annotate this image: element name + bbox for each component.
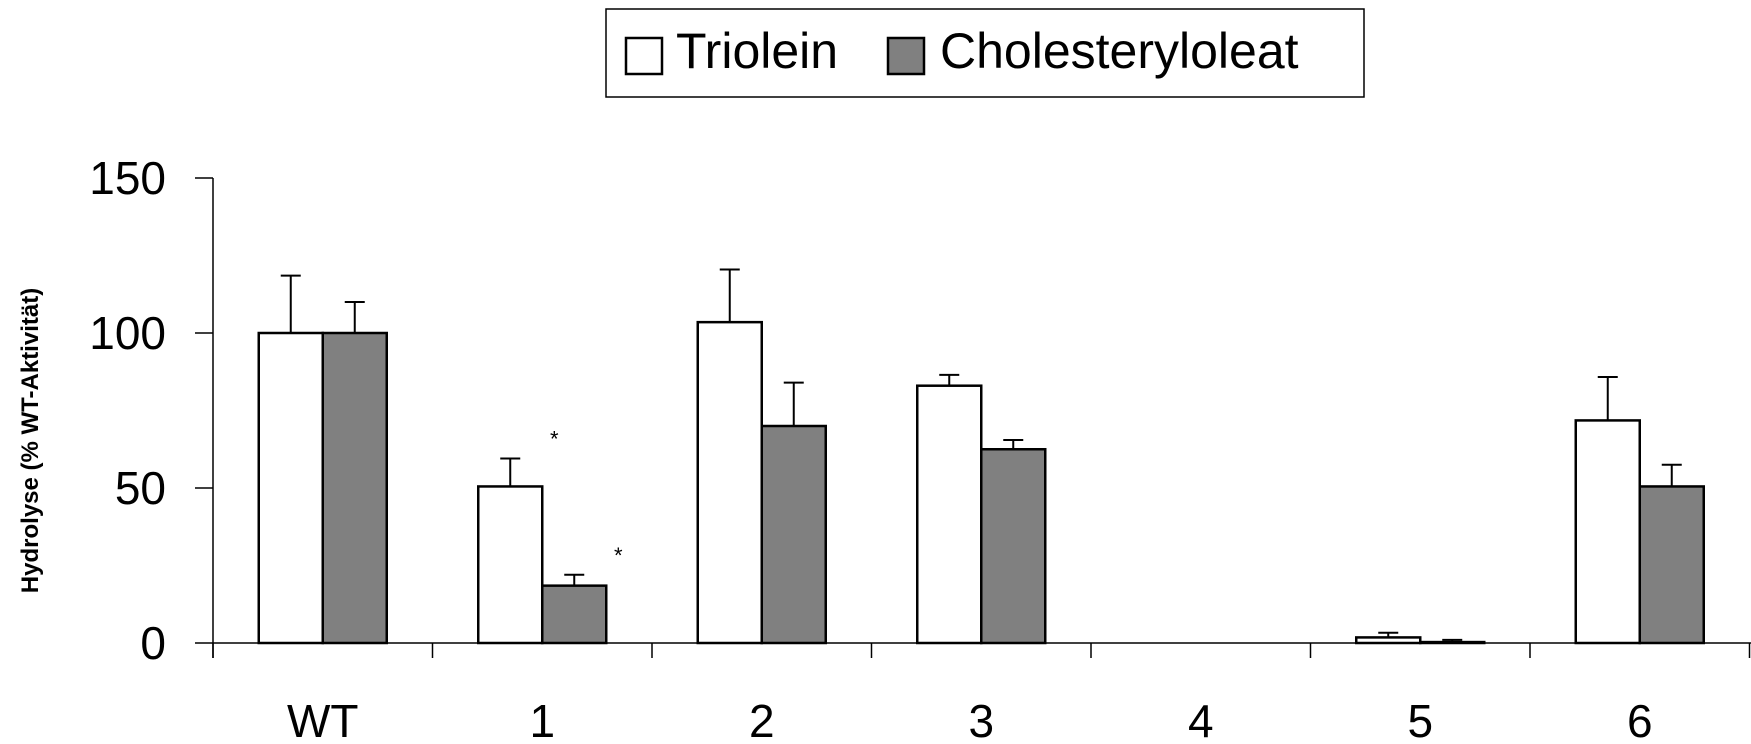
bar-cholesteryloleat-6 xyxy=(1638,485,1705,645)
bar-triolein-6 xyxy=(1574,419,1641,645)
bar-cholesteryloleat-1 xyxy=(541,584,608,645)
y-tick-label: 0 xyxy=(140,617,166,669)
x-tick-label: 1 xyxy=(529,695,555,744)
legend-label-cholesteryloleat: Cholesteryloleat xyxy=(940,23,1299,79)
bar-cholesteryloleat-3 xyxy=(980,448,1047,645)
legend-label-triolein: Triolein xyxy=(676,23,838,79)
x-tick-label: 4 xyxy=(1188,695,1214,744)
bar-triolein-5 xyxy=(1355,636,1422,645)
y-tick-label: 50 xyxy=(115,462,166,514)
x-tick-label: 2 xyxy=(749,695,775,744)
x-tick-label: WT xyxy=(287,695,359,744)
significance-asterisk: * xyxy=(614,543,623,568)
legend-box xyxy=(605,8,1365,98)
legend: Triolein Cholesteryloleat xyxy=(605,8,1365,98)
x-tick-label: 5 xyxy=(1407,695,1433,744)
bar-triolein-1 xyxy=(477,485,544,645)
bar-cholesteryloleat-wt xyxy=(321,331,388,645)
bar-triolein-3 xyxy=(916,384,983,645)
bars: ** xyxy=(257,268,1705,645)
legend-swatch-triolein xyxy=(624,36,664,76)
bar-triolein-2 xyxy=(696,320,763,645)
x-tick-label: 6 xyxy=(1627,695,1653,744)
bar-cholesteryloleat-2 xyxy=(760,424,827,645)
legend-swatch-cholesteryloleat xyxy=(886,36,926,76)
y-tick-label: 100 xyxy=(89,307,166,359)
x-axis: WT 1 2 3 4 5 6 xyxy=(212,642,1751,744)
y-axis: 0 50 100 150 xyxy=(89,152,214,669)
significance-asterisk: * xyxy=(550,427,559,452)
y-axis-label: Hydrolyse (% WT-Aktivität) xyxy=(17,288,44,593)
x-tick-label: 3 xyxy=(968,695,994,744)
bar-cholesteryloleat-5 xyxy=(1419,640,1486,645)
bar-triolein-wt xyxy=(257,331,324,645)
y-tick-label: 150 xyxy=(89,152,166,204)
